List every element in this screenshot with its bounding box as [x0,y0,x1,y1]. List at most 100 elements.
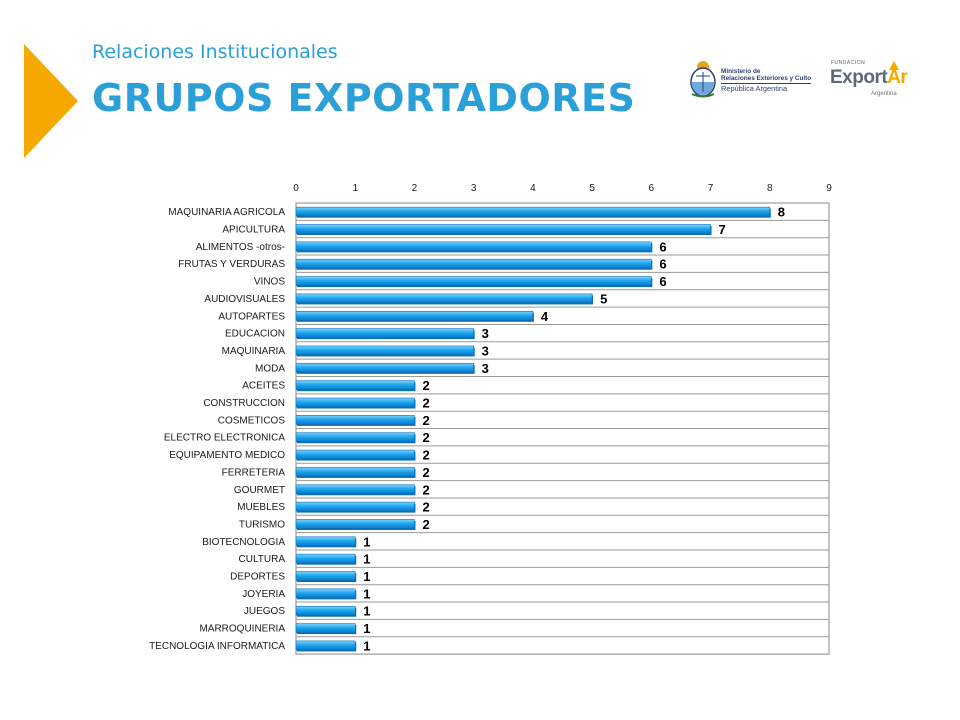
data-label: 2 [422,517,429,532]
data-label: 1 [363,604,370,619]
exportar-name-accent: Ar [887,67,908,88]
category-label: FERRETERIA [222,467,286,478]
ministry-line2: Relaciones Exteriores y Culto [721,75,812,82]
ministry-line1: Ministerio de [721,68,761,75]
category-label: ALIMENTOS -otros- [196,242,285,253]
data-label: 3 [482,343,489,358]
data-label: 1 [363,569,370,584]
bar [295,397,415,408]
exportar-fundacion: FUNDACION [831,60,866,66]
category-label: MAQUINARIA [222,346,286,357]
category-label: APICULTURA [222,225,285,236]
bar [295,501,415,512]
category-label: ELECTRO ELECTRONICA [164,433,285,444]
bar [295,258,652,269]
bar-layer [295,206,771,652]
category-label: TURISMO [239,519,285,530]
bar [295,519,415,529]
category-label: MUEBLES [237,502,285,513]
category-label: EDUCACION [225,329,285,340]
category-label: MODA [255,363,285,374]
category-label: MARROQUINERIA [199,624,285,635]
x-tick-label: 8 [767,183,773,194]
data-label: 1 [363,638,370,653]
bar [295,623,356,633]
bar [295,536,356,547]
category-label: EQUIPAMENTO MEDICO [169,450,285,461]
data-label: 4 [541,309,549,324]
x-tick-label: 2 [412,183,418,194]
bar [295,415,415,425]
data-label: 2 [422,448,429,463]
category-label: COSMETICOS [218,415,286,426]
category-label: MAQUINARIA AGRICOLA [168,207,285,218]
x-tick-label: 3 [471,183,477,194]
x-tick-label: 7 [708,183,714,194]
accent-triangle [24,44,78,158]
bar [295,640,356,651]
exportar-logo: FUNDACION ExportAr Argentina [830,60,930,100]
bar [295,328,474,338]
bar [295,571,356,581]
x-tick-label: 5 [589,183,595,194]
category-label: TECNOLOGIA INFORMATICA [149,641,285,652]
ministry-line3: República Argentina [721,83,812,92]
bar [295,363,474,373]
data-label: 2 [422,378,429,393]
x-tick-label: 6 [649,183,655,194]
ministry-logo: Ministerio de Relaciones Exteriores y Cu… [688,58,812,102]
exportar-name-main: Export [830,67,888,88]
category-label: JUEGOS [244,606,285,617]
page-subtitle: Relaciones Institucionales [92,41,338,63]
data-label: 2 [422,413,429,428]
category-label: FRUTAS Y VERDURAS [178,259,285,270]
bar [295,484,415,495]
tick-layer: 0 1 2 3 4 5 6 7 8 9 [293,183,832,194]
data-label: 3 [482,361,489,376]
bar [295,310,534,321]
data-label: 2 [422,465,429,480]
page-title: GRUPOS EXPORTADORES [92,76,636,120]
bar [295,605,356,616]
exportar-mark-icon [889,61,899,70]
bar [295,276,652,286]
bar [295,553,356,564]
x-tick-label: 0 [293,183,299,194]
x-tick-label: 9 [826,183,832,194]
data-label: 2 [422,482,429,497]
bar [295,380,415,390]
data-label: 1 [363,621,370,636]
bar [295,432,415,443]
category-label: JOYERIA [242,589,285,600]
bar [295,293,593,304]
data-label: 6 [659,257,666,272]
category-label: AUDIOVISUALES [204,294,285,305]
exportar-name: ExportAr [830,67,908,89]
data-label: 5 [600,291,607,306]
data-label: 8 [778,205,785,220]
bar [295,241,652,252]
grid-layer [295,202,830,655]
data-label: 1 [363,552,370,567]
data-label: 1 [363,534,370,549]
bar [295,345,474,356]
ministry-text: Ministerio de Relaciones Exteriores y Cu… [721,68,812,92]
category-label: ACEITES [242,381,285,392]
category-label: DEPORTES [230,572,285,583]
bar [295,206,771,217]
x-tick-label: 1 [352,183,358,194]
argentina-seal-icon [690,61,716,98]
bar [295,224,711,234]
exportar-country: Argentina [871,91,897,97]
category-label: GOURMET [234,485,285,496]
data-label: 7 [719,222,726,237]
data-label: 2 [422,396,429,411]
category-label: CULTURA [239,554,286,565]
label-layer: 8 MAQUINARIA AGRICOLA 7 APICULTURA 6 ALIMENTO… [149,205,785,654]
category-label: VINOS [254,277,285,288]
bar [295,467,415,477]
category-label: BIOTECNOLOGIA [202,537,285,548]
x-tick-label: 4 [530,183,536,194]
data-label: 3 [482,326,489,341]
